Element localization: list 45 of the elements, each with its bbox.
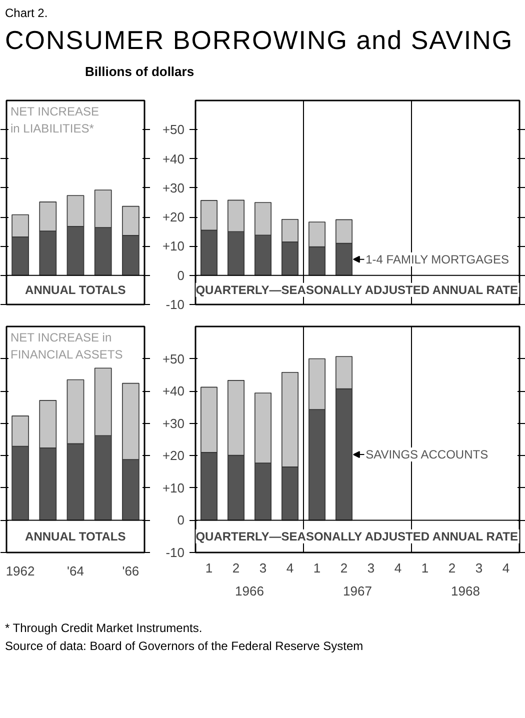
y-tick-label: -10 [166, 545, 185, 560]
x-axis-title: QUARTERLY—SEASONALLY ADJUSTED ANNUAL RATE [196, 282, 518, 297]
x-axis-title: QUARTERLY—SEASONALLY ADJUSTED ANNUAL RATE [196, 529, 518, 544]
text: 1968 [451, 584, 480, 598]
x-tick-label: 1 [205, 560, 213, 576]
x-axis-title: ANNUAL TOTALS [25, 282, 126, 297]
x-tick-label: 3 [475, 560, 483, 576]
x-tick-label: 2 [340, 560, 348, 576]
x-tick-label: 2 [448, 560, 456, 576]
x-tick-label: 1962 [6, 564, 35, 578]
x-tick-label: '66 [122, 564, 140, 578]
x-axis-title: ANNUAL TOTALS [25, 529, 126, 544]
x-tick-label: 1 [313, 560, 321, 576]
x-tick-label: 3 [367, 560, 375, 576]
x-tick-label: 4 [394, 560, 402, 576]
y-tick-label: +20 [162, 210, 185, 225]
annotation: NET INCREASE in FINANCIAL ASSETS [10, 330, 123, 362]
text: 1966 [235, 584, 264, 598]
y-tick-label: +50 [162, 122, 185, 138]
chart-subtitle: Chart 2. [5, 5, 49, 22]
x-tick-label: 3 [259, 560, 267, 576]
x-tick-label: 4 [502, 560, 510, 576]
x-tick-label: '64 [67, 564, 84, 578]
y-tick-label: +30 [162, 180, 185, 196]
y-tick-label: +30 [162, 416, 185, 431]
y-axis-title: Billions of dollars [85, 63, 196, 82]
x-tick-label: 1 [421, 560, 429, 576]
y-tick-label: +10 [162, 480, 185, 496]
y-tick-label: +10 [162, 238, 185, 254]
annotation: NET INCREASE in LIABILITIES* [10, 104, 99, 136]
source-note: Source of data: Board of Governors of the Federal Reserve System [5, 639, 364, 653]
y-tick-label: +20 [162, 448, 185, 464]
x-tick-label: 2 [232, 560, 240, 576]
text: CONSUMER BORROWING and SAVING [5, 24, 514, 58]
y-tick-label: +50 [162, 351, 185, 366]
text: * Through Credit Market Instruments. [5, 621, 202, 635]
y-tick-label: 0 [177, 268, 185, 283]
series-label: SAVINGS ACCOUNTS [366, 448, 488, 462]
y-tick-label: +40 [162, 384, 185, 399]
x-tick-label: 4 [286, 560, 294, 576]
y-tick-label: +40 [162, 151, 185, 166]
y-tick-label: -10 [166, 297, 185, 312]
y-tick-label: 0 [177, 512, 185, 528]
text: 1967 [343, 584, 372, 598]
series-label: 1-4 FAMILY MORTGAGES [366, 252, 509, 266]
